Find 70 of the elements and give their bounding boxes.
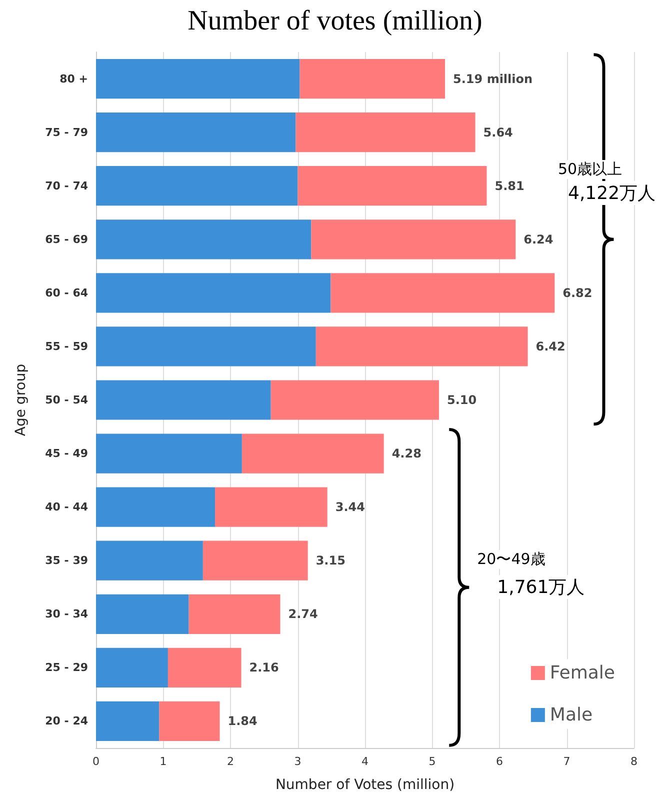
y-tick-label: 20 - 24 [45, 714, 88, 728]
total-label: 6.42 [536, 339, 566, 354]
total-label: 4.28 [392, 446, 422, 461]
bar [96, 273, 331, 313]
bar [242, 434, 384, 474]
bar [296, 112, 476, 152]
total-label: 3.15 [316, 554, 346, 568]
bar [96, 166, 298, 206]
y-tick-label: 35 - 39 [45, 554, 88, 568]
annotation: 4,122万人 [568, 181, 656, 206]
total-label: 5.10 [446, 393, 477, 407]
bar [202, 540, 308, 580]
y-tick-label: 40 - 44 [45, 500, 88, 514]
x-tick-label: 1 [160, 755, 167, 768]
total-label: 5.19 million [453, 72, 533, 86]
total-label: 2.74 [288, 607, 318, 622]
bar [96, 380, 271, 420]
bar [316, 326, 528, 366]
bar [188, 594, 280, 634]
total-label: 1.84 [228, 714, 258, 728]
y-tick-label: 25 - 29 [45, 661, 88, 674]
y-tick-label: 55 - 59 [45, 340, 88, 353]
y-tick-label: 50 - 54 [45, 394, 88, 406]
x-tick-label: 0 [92, 755, 100, 768]
y-tick-label: 45 - 49 [45, 447, 88, 460]
y-tick-label: 70 - 74 [45, 179, 88, 192]
y-tick-label: 65 - 69 [45, 232, 88, 246]
total-label: 3.44 [335, 500, 365, 514]
bar [96, 540, 203, 580]
bar [96, 220, 312, 260]
bar [330, 273, 555, 313]
legend-label: Female [550, 662, 616, 684]
y-axis-title: Age group [13, 364, 29, 436]
bar [96, 112, 296, 152]
x-tick-label: 8 [630, 755, 638, 768]
chart-title: Number of votes (million) [188, 6, 482, 36]
x-tick-label: 5 [428, 755, 436, 768]
x-tick-label: 6 [496, 755, 503, 768]
bar [298, 166, 487, 206]
y-tick-label: 80 + [60, 72, 88, 86]
total-label: 2.16 [249, 660, 279, 675]
x-tick-label: 2 [227, 755, 234, 768]
annotation: 1,761万人 [497, 575, 585, 600]
annotation: 20〜49歳 [477, 550, 546, 569]
bar [96, 648, 168, 688]
bar [159, 701, 220, 742]
bar [311, 220, 516, 260]
y-tick-label: 30 - 34 [45, 608, 88, 621]
bar [96, 594, 189, 634]
x-tick-label: 7 [563, 755, 570, 768]
x-tick-label: 3 [294, 755, 302, 768]
bar [96, 701, 160, 742]
bar [270, 380, 439, 420]
annotation: 50歳以上 [558, 160, 622, 179]
x-axis-title: Number of Votes (million) [275, 777, 455, 793]
y-tick-label: 60 - 64 [45, 286, 88, 300]
total-label: 5.81 [494, 178, 524, 193]
bar [300, 58, 446, 99]
bar [96, 434, 242, 474]
bar [96, 487, 216, 527]
bar [96, 58, 300, 99]
y-tick-label: 75 - 79 [45, 126, 88, 139]
total-label: 6.82 [562, 286, 592, 300]
legend-label: Male [550, 704, 593, 726]
total-label: 6.24 [524, 232, 554, 246]
total-label: 5.64 [483, 125, 513, 140]
bar [215, 487, 328, 527]
bar [168, 648, 242, 688]
bar [96, 326, 316, 366]
x-tick-label: 4 [362, 755, 368, 768]
